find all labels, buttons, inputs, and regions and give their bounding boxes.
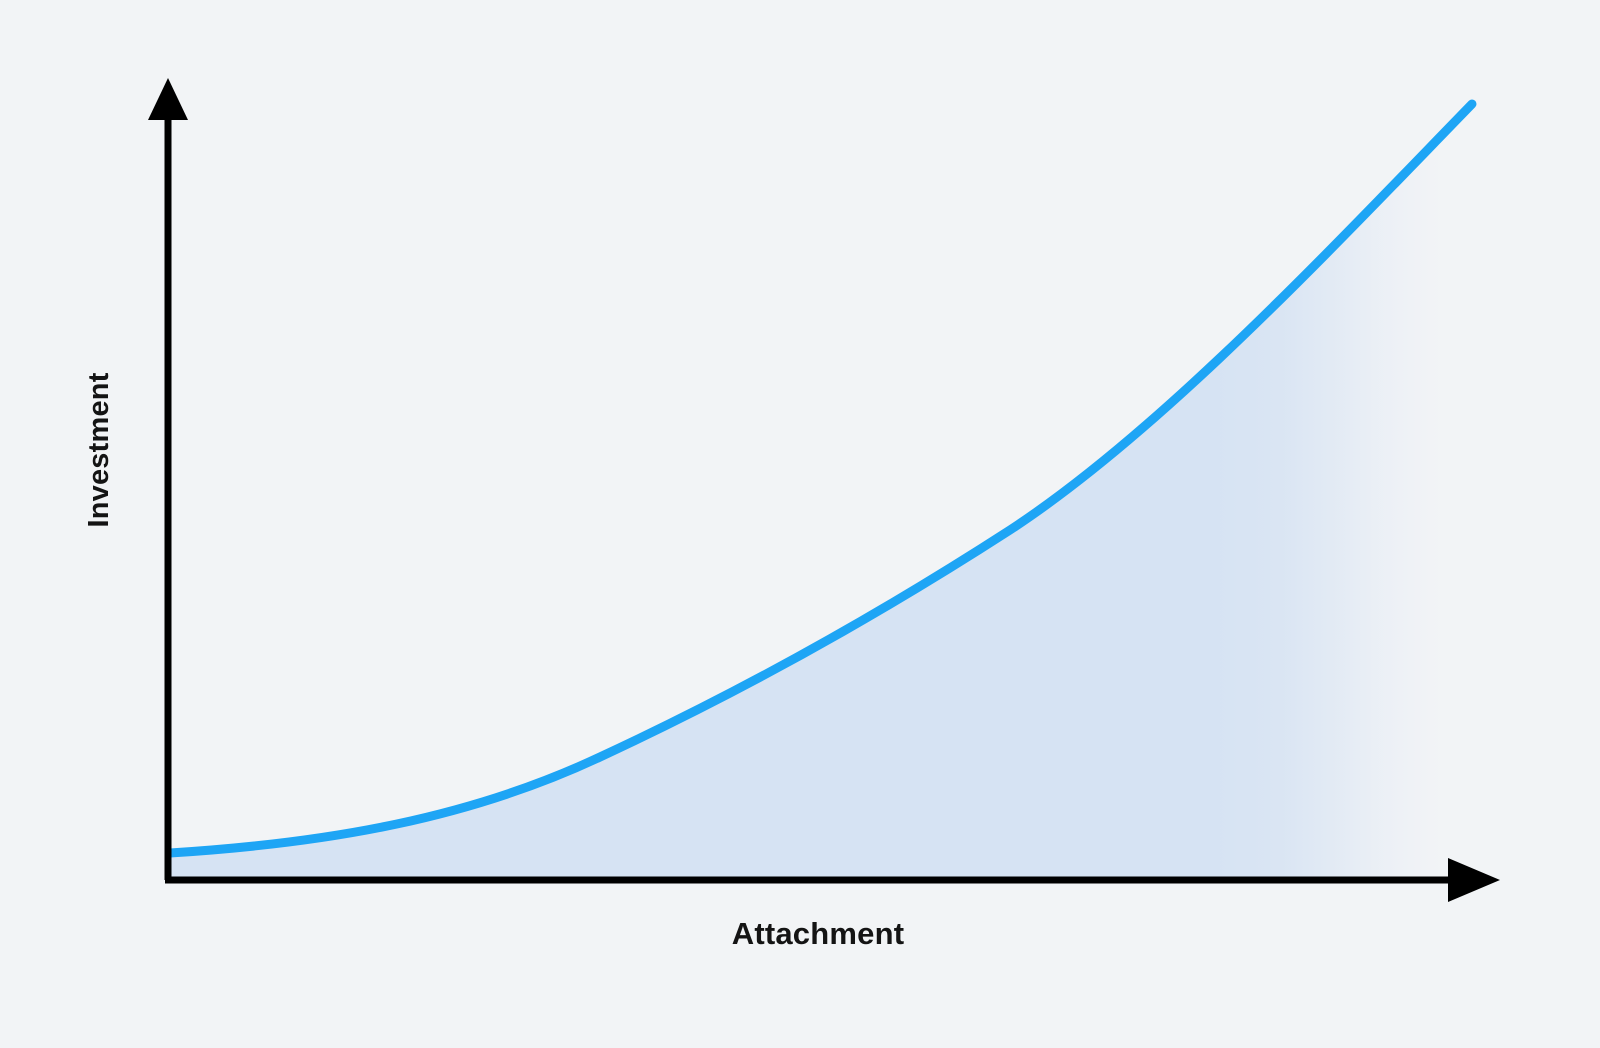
area-fill <box>170 104 1472 880</box>
arrow-right-icon <box>1448 858 1500 902</box>
arrow-up-icon <box>148 78 188 120</box>
y-axis-label: Investment <box>83 372 115 528</box>
x-axis-label: Attachment <box>731 916 905 951</box>
investment-curve <box>165 99 1477 858</box>
